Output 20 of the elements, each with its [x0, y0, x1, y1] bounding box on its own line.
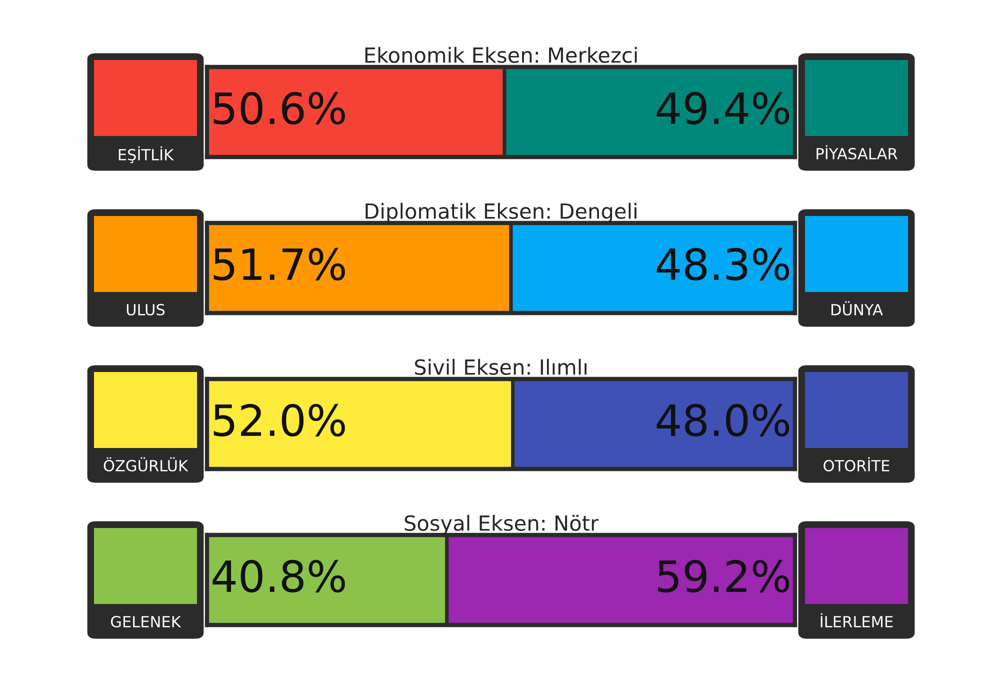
data-label: 52.0% — [214, 404, 345, 436]
text: ULUS — [126, 304, 165, 316]
text: DÜNYA — [832, 301, 883, 316]
data-label: 40.8% — [212, 560, 345, 592]
chart-title: Sosyal Eksen: Nötr — [404, 514, 599, 535]
series-label: OTORİTE — [824, 457, 890, 472]
chart-title: Ekonomik Eksen: Merkezci — [365, 46, 637, 63]
series-label: PİYASALAR — [816, 145, 898, 160]
data-label: 48.3% — [656, 248, 790, 280]
chart-title: Diplomatik Eksen: Dengeli — [366, 202, 636, 223]
data-label: 50.6% — [214, 92, 345, 124]
data-label: 51.7% — [214, 248, 345, 280]
series-label: ÖZGÜRLÜK — [104, 457, 188, 472]
series-label: İLERLEME — [820, 613, 893, 628]
data-label: 59.2% — [658, 560, 790, 592]
chart-title: Sivil Eksen: Ilımlı — [414, 358, 586, 375]
data-label: 48.0% — [656, 404, 790, 436]
series-label: GELENEK — [110, 616, 182, 628]
text: EŞİTLİK — [118, 146, 174, 164]
data-label: 49.4% — [656, 92, 790, 124]
